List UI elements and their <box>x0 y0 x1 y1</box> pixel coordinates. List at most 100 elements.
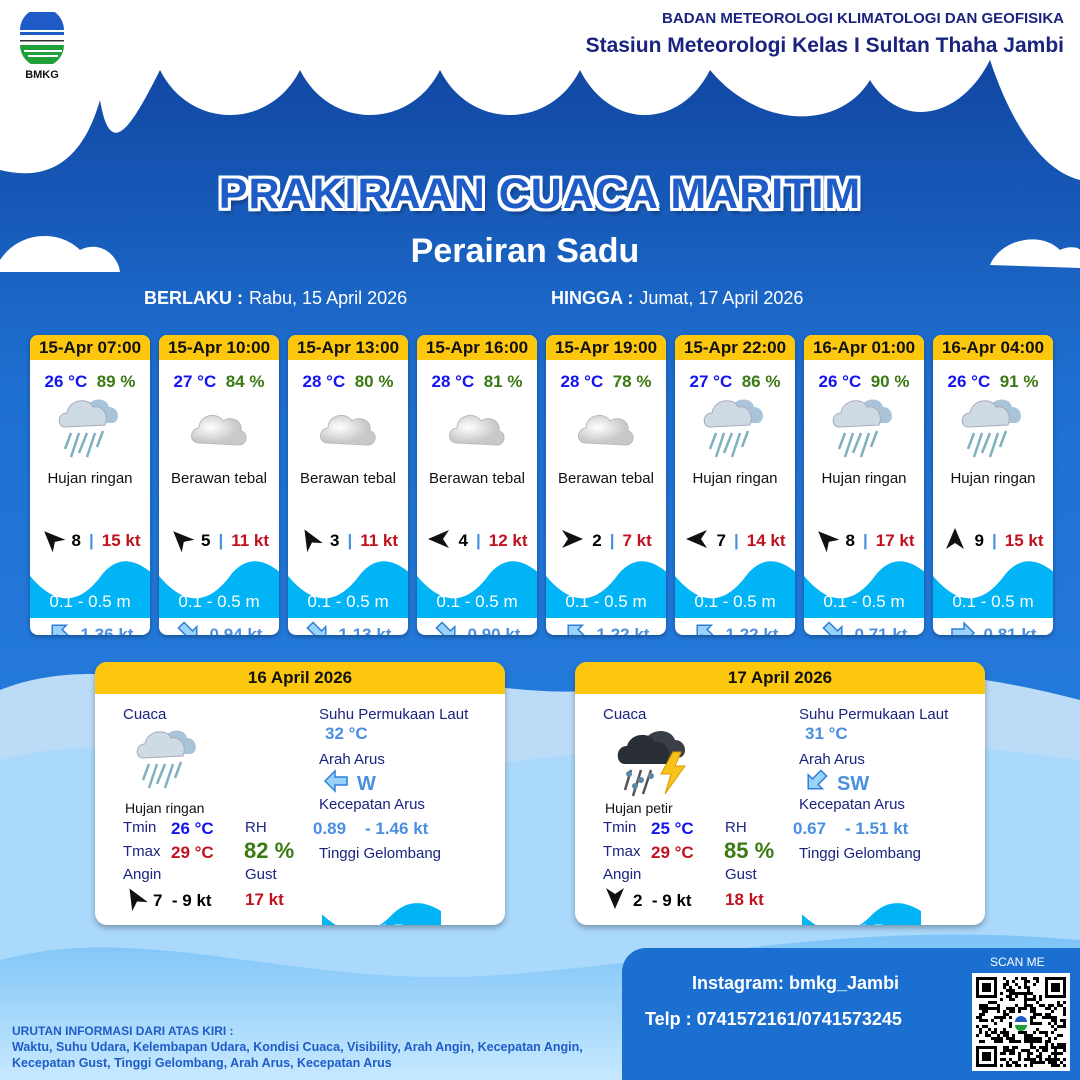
wind-row: 9 | 15 kt <box>933 526 1053 556</box>
cuaca-label: Cuaca <box>123 706 167 723</box>
current-direction-icon <box>821 620 847 635</box>
temp-rh-row: 28 °C 81 % <box>417 372 537 392</box>
station-name: Stasiun Meteorologi Kelas I Sultan Thaha… <box>585 34 1064 57</box>
angin-label: Angin <box>123 866 162 883</box>
current-speed-label: Kecepatan Arus <box>799 796 905 813</box>
air-temp: 28 °C <box>560 372 604 391</box>
wave-height-value: 0.1 - 0.5 m <box>178 592 260 611</box>
wind-direction-icon <box>427 527 451 556</box>
humidity: 90 % <box>870 372 910 391</box>
gust-speed: 14 kt <box>746 531 786 550</box>
sst-label: Suhu Permukaan Laut <box>799 706 949 723</box>
current-speed: 1,36 kt <box>80 625 134 635</box>
forecast-card: 15-Apr 19:00 28 °C 78 % Berawan tebal 2 |… <box>546 335 666 635</box>
tmin-label: Tmin <box>603 819 637 836</box>
thunderstorm-icon <box>615 724 695 809</box>
separator: | <box>609 531 615 550</box>
weather-condition: Berawan tebal <box>300 470 396 487</box>
current-speed: 1,22 kt <box>596 625 650 635</box>
gust-speed: 7 kt <box>622 531 652 550</box>
forecast-time: 16-Apr 04:00 <box>933 335 1053 360</box>
temp-rh-row: 26 °C 91 % <box>933 372 1053 392</box>
wind-direction-icon <box>298 527 323 556</box>
forecast-card: 15-Apr 22:00 27 °C 86 % Hujan ringan 7 | 1… <box>675 335 795 635</box>
wave-height-value: 0.1 - 0.5 m <box>802 921 921 925</box>
gust-label: Gust <box>245 866 277 883</box>
tmax-value: 29 °C <box>171 843 214 862</box>
weather-condition: Hujan ringan <box>821 470 907 487</box>
current-min: 0.67 <box>793 819 827 838</box>
current-row: 0,90 kt <box>417 618 537 635</box>
wave-height-value: 0.1 - 0.5 m <box>307 592 389 611</box>
wave-height-value: 0.1 - 0.5 m <box>565 592 647 611</box>
forecast-time: 15-Apr 16:00 <box>417 335 537 360</box>
forecast-card: 15-Apr 07:00 26 °C 89 % Hujan ringan 8 | 1… <box>30 335 150 635</box>
current-speed: 1,13 kt <box>338 625 392 635</box>
air-temp: 26 °C <box>947 372 991 391</box>
current-max: - 1.51 kt <box>845 819 909 838</box>
humidity: 78 % <box>612 372 652 391</box>
wave-height-value: 0.1 - 0.5 m <box>322 921 441 925</box>
cloud-icon <box>546 392 666 464</box>
wave-height: 0.1 - 0.5 m <box>675 556 795 618</box>
daily-condition: Hujan petir <box>605 800 673 816</box>
sst-value: 31 °C <box>805 724 848 743</box>
daily-wave: 0.1 - 0.5 m <box>322 899 441 925</box>
tmin-value: 26 °C <box>171 819 214 838</box>
wave-height-value: 0.1 - 0.5 m <box>49 592 131 611</box>
wave-height-value: 0.1 - 0.5 m <box>436 592 518 611</box>
wave-height: 0.1 - 0.5 m <box>804 556 924 618</box>
temp-rh-row: 28 °C 78 % <box>546 372 666 392</box>
wind-direction-icon <box>685 527 709 556</box>
angin-label: Angin <box>603 866 642 883</box>
wind-row: 2 | 7 kt <box>546 526 666 556</box>
wind-row: 7 | 14 kt <box>675 526 795 556</box>
daily-current-dir: SW <box>803 768 869 800</box>
daily-panel: 16 April 2026 Cuaca Hujan ringan Tmin 26… <box>95 662 505 925</box>
gust-speed: 17 kt <box>875 531 915 550</box>
wave-height-value: 0.1 - 0.5 m <box>952 592 1034 611</box>
valid-from-date: Rabu, 15 April 2026 <box>249 288 408 308</box>
separator: | <box>218 531 224 550</box>
forecast-time: 15-Apr 10:00 <box>159 335 279 360</box>
forecast-time: 15-Apr 13:00 <box>288 335 408 360</box>
wind-direction-icon <box>40 527 65 556</box>
cloud-rain-icon <box>30 392 150 464</box>
temp-rh-row: 26 °C 90 % <box>804 372 924 392</box>
humidity: 91 % <box>999 372 1039 391</box>
forecast-time: 15-Apr 22:00 <box>675 335 795 360</box>
wind-row: 4 | 12 kt <box>417 526 537 556</box>
current-min: 0.89 <box>313 819 347 838</box>
daily-wind: 7 - 9 kt <box>123 886 212 915</box>
weather-condition: Berawan tebal <box>429 470 525 487</box>
wave-label: Tinggi Gelombang <box>319 845 442 862</box>
daily-condition: Hujan ringan <box>125 800 205 816</box>
weather-condition: Hujan ringan <box>692 470 778 487</box>
gust-label: Gust <box>725 866 757 883</box>
wind-speed: 8 <box>71 531 81 550</box>
tmax-label: Tmax <box>603 843 641 860</box>
wind-speed: 7 <box>716 531 726 550</box>
temp-rh-row: 26 °C 89 % <box>30 372 150 392</box>
wave-height-value: 0.1 - 0.5 m <box>694 592 776 611</box>
sst-value: 32 °C <box>325 724 368 743</box>
separator: | <box>88 531 94 550</box>
info-order-text: Waktu, Suhu Udara, Kelembapan Udara, Kon… <box>12 1040 583 1070</box>
gust-speed: 15 kt <box>1004 531 1044 550</box>
air-temp: 27 °C <box>689 372 733 391</box>
forecast-time: 15-Apr 19:00 <box>546 335 666 360</box>
temp-rh-row: 28 °C 80 % <box>288 372 408 392</box>
valid-to-date: Jumat, 17 April 2026 <box>639 288 804 308</box>
tmin-value: 25 °C <box>651 819 694 838</box>
wind-speed: 9 <box>974 531 984 550</box>
rh-label: RH <box>725 819 747 836</box>
wind-range: 7 - 9 kt <box>153 890 212 910</box>
cloud-rain-icon <box>675 392 795 464</box>
qr-code[interactable] <box>972 973 1070 1071</box>
wave-height: 0.1 - 0.5 m <box>933 556 1053 618</box>
instagram-link[interactable]: Instagram: bmkg_Jambi <box>692 973 900 993</box>
current-speed-label: Kecepatan Arus <box>319 796 425 813</box>
cloud-icon <box>417 392 537 464</box>
separator: | <box>991 531 997 550</box>
wind-row: 3 | 11 kt <box>288 526 408 556</box>
